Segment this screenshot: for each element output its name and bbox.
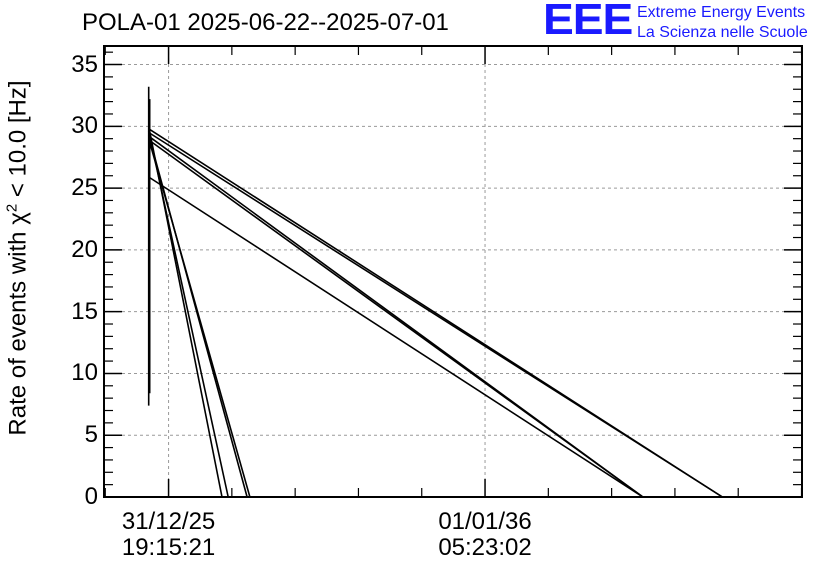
y-tick-label: 15	[71, 297, 98, 325]
data-series-line	[147, 138, 251, 498]
plot-frame	[103, 45, 803, 498]
x-tick-label-time: 05:23:02	[438, 534, 532, 561]
eee-logo-mark: EEE	[543, 0, 633, 44]
y-tick-label: 30	[71, 112, 98, 140]
y-tick-label: 20	[71, 235, 98, 263]
y-tick-label: 5	[84, 421, 98, 449]
x-tick-label-date: 01/01/36	[438, 508, 532, 535]
logo-subtitle-line2: La Scienza nelle Scuole	[637, 24, 808, 41]
y-tick-label: 35	[71, 50, 98, 78]
data-series-line	[148, 176, 644, 498]
data-series-line	[148, 139, 644, 498]
x-tick-label-time: 19:15:21	[121, 534, 216, 561]
eee-logo: EEE Extreme Energy Events La Scienza nel…	[543, 0, 833, 44]
x-tick-label-date: 31/12/25	[121, 508, 216, 535]
y-tick-label: 25	[71, 174, 98, 202]
data-series-line	[148, 131, 723, 498]
x-tick-label: 31/12/25 19:15:21	[122, 509, 215, 561]
logo-subtitle-line1: Extreme Energy Events	[637, 4, 806, 21]
y-tick-label: 0	[84, 483, 98, 510]
y-tick-label: 10	[71, 359, 98, 387]
data-series-line	[147, 131, 229, 498]
chart-title: POLA-01 2025-06-22--2025-07-01	[82, 9, 449, 36]
x-tick-label: 01/01/36 05:23:02	[438, 509, 531, 561]
